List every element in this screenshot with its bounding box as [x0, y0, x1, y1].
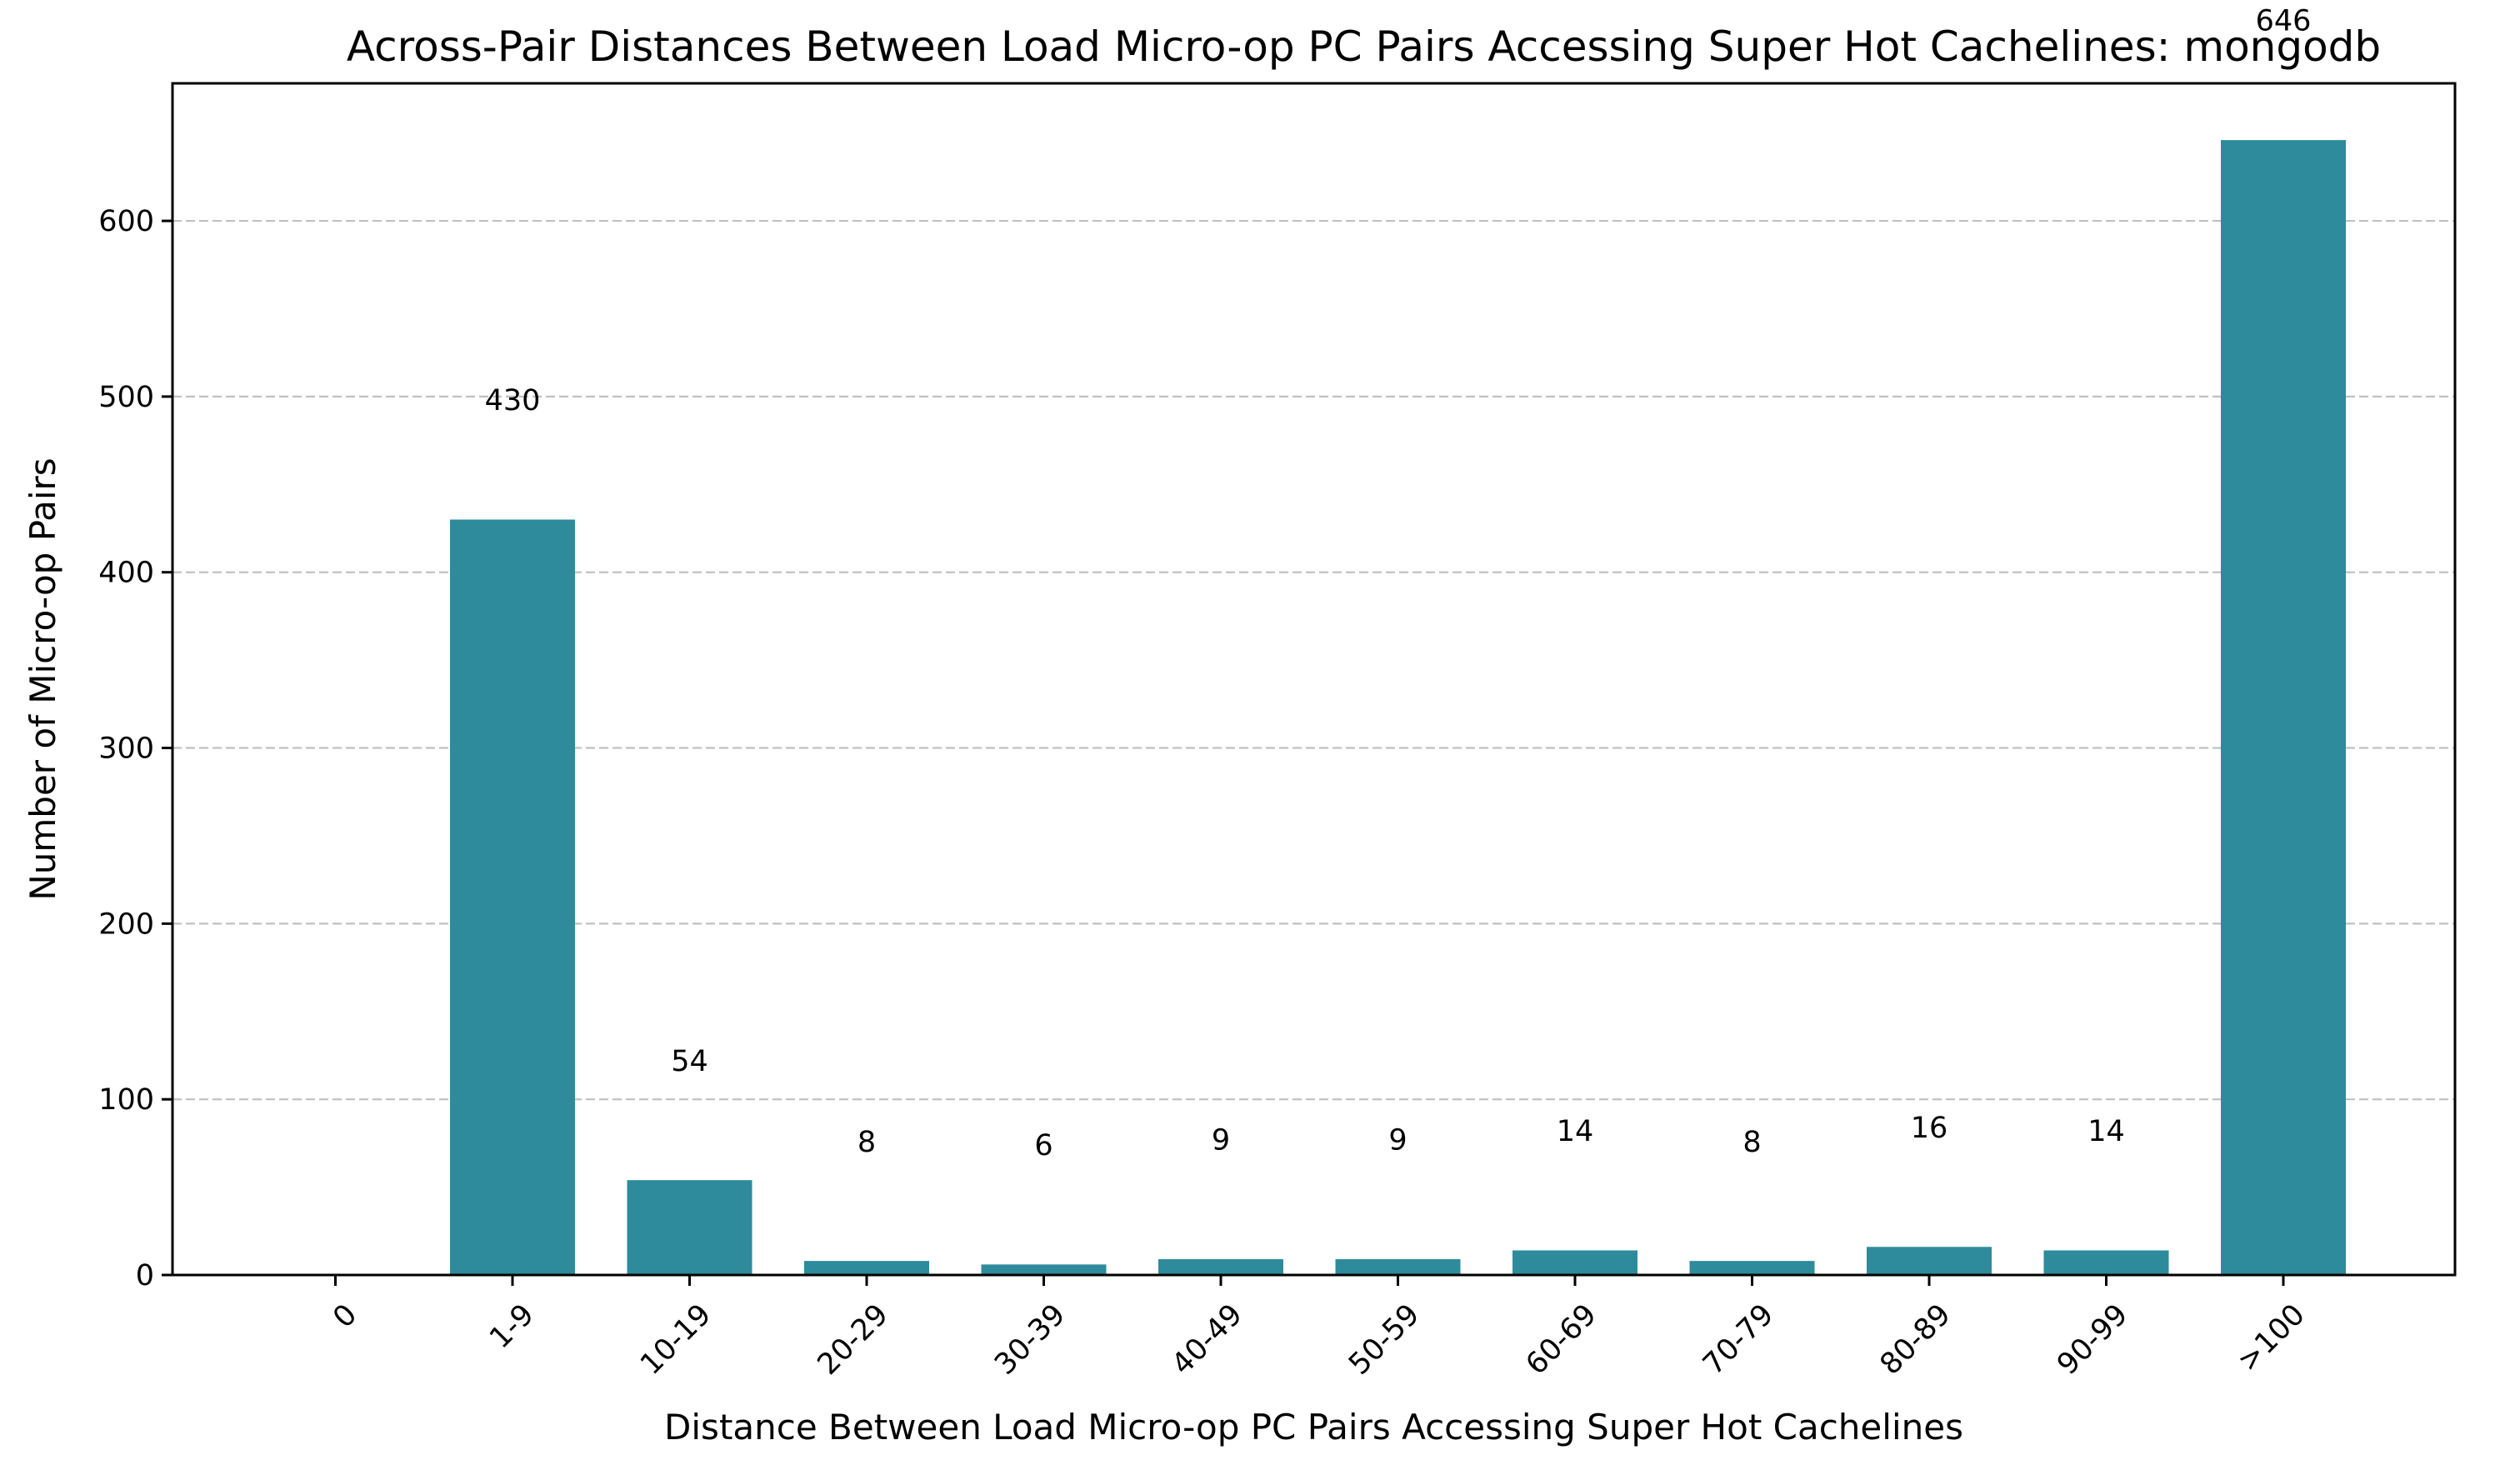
bar-value-label: 430: [485, 384, 541, 418]
x-tick-label: 30-39: [988, 1298, 1072, 1382]
x-tick-label: 80-89: [1874, 1298, 1958, 1382]
x-tick-label: 10-19: [634, 1298, 718, 1382]
bar-value-label: 6: [1034, 1129, 1052, 1162]
x-tick-label: 50-59: [1342, 1298, 1426, 1382]
y-axis-ticks: 0 100 200 300 400 500 600: [98, 205, 172, 1292]
bar: [2221, 140, 2346, 1276]
x-tick-label: 60-69: [1520, 1298, 1603, 1382]
bar-value-label: 8: [1742, 1126, 1761, 1159]
chart-title: Across-Pair Distances Between Load Micro…: [347, 22, 2381, 71]
y-tick-label: 500: [98, 381, 154, 414]
bar-value-label: 16: [1911, 1112, 1948, 1145]
bar: [450, 519, 575, 1275]
y-tick-label: 100: [98, 1083, 154, 1117]
y-tick-label: 200: [98, 908, 154, 941]
bars: [450, 140, 2346, 1276]
x-axis-label: Distance Between Load Micro-op PC Pairs …: [664, 1407, 1963, 1448]
y-axis-label: Number of Micro-op Pairs: [22, 458, 63, 900]
x-tick-label: 90-99: [2051, 1298, 2134, 1382]
bar-value-labels: 430 54 8 6 9 9 14 8 16 14 646: [485, 5, 2312, 1162]
bar: [627, 1180, 752, 1275]
plot-frame: [171, 82, 2457, 1277]
bar: [2043, 1250, 2169, 1275]
y-tick-label: 600: [98, 205, 154, 238]
bar-value-label: 8: [858, 1126, 876, 1159]
x-tick-label: 70-79: [1697, 1298, 1780, 1382]
bar: [804, 1261, 929, 1275]
bar: [1689, 1261, 1815, 1275]
bar-value-label: 54: [671, 1045, 708, 1078]
x-tick-label: 0: [327, 1298, 363, 1335]
x-axis-ticks: 0 1-9 10-19 20-29 30-39 40-49 50-59 60-69 70-79 8…: [327, 1275, 2312, 1382]
x-tick-label: 20-29: [812, 1298, 895, 1382]
bar: [1158, 1259, 1283, 1275]
bar-value-label: 14: [2088, 1115, 2125, 1148]
x-tick-label: >100: [2232, 1298, 2312, 1378]
x-tick-label: 40-49: [1166, 1298, 1249, 1382]
bar-value-label: 9: [1388, 1124, 1407, 1158]
y-tick-label: 400: [98, 557, 154, 590]
bar: [1867, 1247, 1992, 1275]
bar: [1512, 1250, 1638, 1275]
y-tick-label: 300: [98, 732, 154, 766]
y-tick-label: 0: [136, 1259, 154, 1292]
x-tick-label: 1-9: [483, 1298, 541, 1356]
bar: [981, 1264, 1107, 1275]
bar-value-label: 9: [1212, 1124, 1230, 1158]
bar-value-label: 646: [2256, 5, 2312, 38]
bar-value-label: 14: [1557, 1115, 1594, 1148]
bar: [1335, 1259, 1461, 1275]
